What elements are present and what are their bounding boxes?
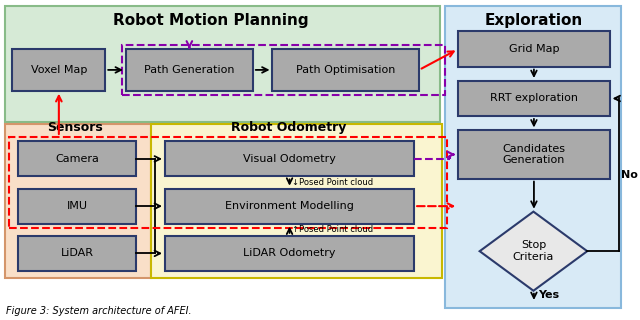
Bar (126, 49, 253, 91)
Text: Robot Odometry: Robot Odometry (232, 121, 347, 133)
Text: ↓Posed Point cloud: ↓Posed Point cloud (291, 178, 372, 187)
Polygon shape (479, 212, 588, 291)
Text: ↑Posed Point cloud: ↑Posed Point cloud (291, 225, 372, 234)
Bar (458, 81, 610, 116)
Text: Robot Motion Planning: Robot Motion Planning (113, 13, 308, 28)
Text: Voxel Map: Voxel Map (31, 65, 87, 75)
Text: RRT exploration: RRT exploration (490, 93, 578, 103)
Bar (4, 124, 151, 277)
Bar (151, 124, 442, 277)
Bar (19, 188, 136, 224)
Bar (12, 49, 106, 91)
Bar (165, 236, 414, 271)
Bar (122, 45, 445, 95)
Bar (458, 31, 610, 67)
Bar (165, 188, 414, 224)
Text: Yes: Yes (538, 290, 559, 300)
Text: Visual Odometry: Visual Odometry (243, 154, 336, 164)
Text: Exploration: Exploration (484, 13, 582, 28)
Bar (165, 141, 414, 176)
Text: Path Generation: Path Generation (144, 65, 235, 75)
Text: Environment Modelling: Environment Modelling (225, 201, 354, 211)
Bar (273, 49, 419, 91)
Bar (445, 6, 621, 308)
Text: No: No (621, 170, 638, 180)
Text: Sensors: Sensors (47, 121, 103, 133)
Text: LiDAR: LiDAR (60, 248, 93, 258)
Bar (4, 6, 440, 122)
Text: Stop
Criteria: Stop Criteria (513, 240, 554, 262)
Text: Camera: Camera (55, 154, 99, 164)
Text: Path Optimisation: Path Optimisation (296, 65, 396, 75)
Bar (458, 130, 610, 179)
Text: Figure 3: System architecture of AFEI.: Figure 3: System architecture of AFEI. (6, 306, 191, 316)
Bar (19, 141, 136, 176)
Text: Candidates
Generation: Candidates Generation (502, 144, 565, 165)
Text: IMU: IMU (67, 201, 88, 211)
Bar (19, 236, 136, 271)
Text: LiDAR Odometry: LiDAR Odometry (243, 248, 336, 258)
Text: Grid Map: Grid Map (509, 44, 559, 54)
Bar (8, 137, 447, 228)
